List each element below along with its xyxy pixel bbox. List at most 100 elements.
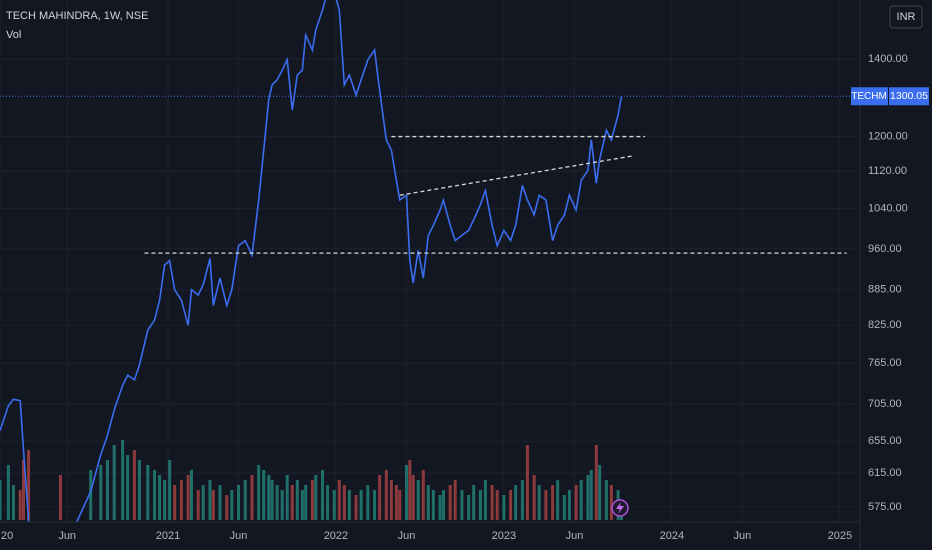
volume-bar (394, 485, 398, 520)
currency-label[interactable]: INR (897, 11, 916, 23)
volume-bar (321, 470, 324, 520)
volume-bar (250, 475, 254, 520)
volume-bar (112, 445, 116, 520)
volume-bar (310, 480, 314, 520)
volume-bar (421, 470, 425, 520)
x-tick-label: 2023 (492, 530, 516, 542)
volume-bar (225, 495, 229, 520)
volume-bar (537, 485, 541, 520)
volume-bar (179, 480, 183, 520)
volume-bar (257, 465, 261, 520)
volume-bar (196, 490, 200, 520)
volume-bar (594, 445, 598, 520)
volume-bar (163, 480, 167, 520)
volume-bar (378, 475, 382, 520)
volume-bar (275, 485, 279, 520)
volume-bar (270, 480, 274, 520)
volume-bar (562, 495, 566, 520)
volume-bar (201, 485, 205, 520)
volume-bar (598, 465, 602, 520)
volume-bar (18, 490, 22, 520)
y-tick-label: 705.00 (868, 398, 902, 410)
volume-bar (153, 470, 157, 520)
volume-bar (525, 445, 529, 520)
volume-bar (237, 485, 241, 520)
volume-bar (168, 460, 172, 520)
volume-bar (99, 465, 103, 520)
volume-bar (58, 475, 62, 520)
volume-bar (158, 475, 162, 520)
x-tick-label: 2025 (828, 530, 852, 542)
y-tick-label: 765.00 (868, 357, 902, 369)
volume-bar (586, 475, 590, 520)
volume-bar (347, 490, 351, 520)
volume-bar (502, 495, 506, 520)
volume-bar (146, 465, 150, 520)
y-tick-label: 960.00 (868, 243, 902, 255)
volume-bar (398, 490, 402, 520)
volume-bar (326, 485, 330, 520)
grid (0, 0, 860, 522)
volume-bar (300, 490, 304, 520)
volume-bar (366, 485, 370, 520)
last-price-label: 1300.05 (890, 90, 928, 102)
x-tick-label: 20 (1, 530, 13, 542)
volume-bar (431, 490, 435, 520)
volume-bar (126, 455, 130, 520)
volume-bar (314, 475, 318, 520)
volume-bar (137, 460, 141, 520)
x-tick-label: 2021 (156, 530, 180, 542)
volume-bar (520, 480, 524, 520)
volume-bar (186, 475, 190, 520)
axes: 1400.00 1200.00 1120.00 1040.00 960.00 885.00… (1, 53, 908, 542)
volume-bar (579, 480, 583, 520)
volume-bar (285, 475, 289, 520)
x-tick-label: 2024 (660, 530, 684, 542)
volume-bar (332, 490, 336, 520)
currency-button[interactable] (889, 5, 923, 29)
volume-bar (211, 490, 215, 520)
volume-bar (483, 480, 487, 520)
plot (0, 0, 860, 522)
volume-bar (359, 490, 363, 520)
volume-bar (189, 470, 193, 520)
volume-bar (416, 480, 420, 520)
x-tick-label: Jun (58, 530, 76, 542)
volume-bar (218, 485, 222, 520)
volume-bar (121, 440, 125, 520)
volume-bar (408, 460, 412, 520)
y-tick-label: 885.00 (868, 284, 902, 296)
y-tick-label: 615.00 (868, 467, 902, 479)
volume-bar (478, 490, 482, 520)
volume-bar (373, 490, 377, 520)
volume-bar (609, 485, 613, 520)
volume-bar (342, 485, 346, 520)
volume-bar (354, 495, 358, 520)
volume-bar (567, 490, 571, 520)
volume-bar (173, 485, 177, 520)
volume-bar (304, 485, 308, 520)
volume-bar (556, 480, 560, 520)
chart-title: TECH MAHINDRA, 1W, NSE (6, 10, 148, 22)
volume-bar (589, 470, 593, 520)
volume-bar (230, 490, 234, 520)
y-tick-label: 1400.00 (868, 53, 908, 65)
volume-bar (426, 485, 430, 520)
volume-bar (490, 485, 494, 520)
volume-bar (22, 460, 26, 520)
volume-bar (404, 465, 408, 520)
volume-bar (495, 490, 499, 520)
volume-bar (467, 495, 471, 520)
y-tick-label: 655.00 (868, 435, 902, 447)
volume-bar (472, 485, 476, 520)
volume-bar (337, 480, 341, 520)
x-tick-label: 2022 (324, 530, 348, 542)
volume-bar (0, 480, 2, 520)
events-bolt (616, 502, 624, 514)
volume-bar (448, 485, 452, 520)
volume-bar (604, 480, 608, 520)
volume-bar (208, 480, 212, 520)
volume-bar (544, 490, 548, 520)
